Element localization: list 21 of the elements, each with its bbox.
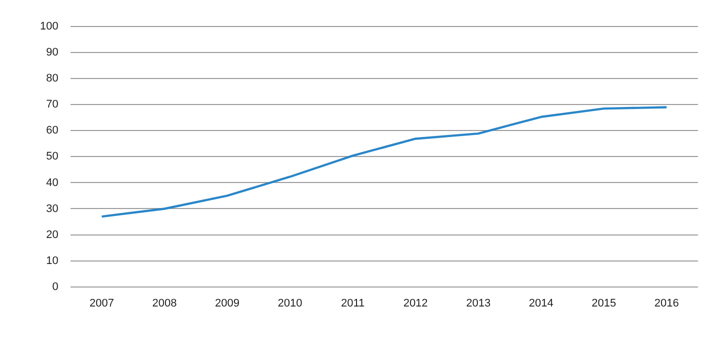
y-tick-label: 20 (46, 228, 58, 241)
x-tick-label: 2012 (403, 297, 428, 310)
x-tick-label: 2009 (215, 297, 240, 310)
y-tick-label: 30 (46, 202, 58, 215)
y-tick-label: 50 (46, 150, 58, 163)
x-tick-label: 2013 (466, 297, 491, 310)
x-tick-label: 2015 (592, 297, 616, 310)
x-tick-label: 2014 (528, 297, 554, 310)
y-tick-label: 40 (46, 176, 58, 189)
x-tick-label: 2008 (152, 297, 177, 310)
y-tick-label: 10 (46, 254, 58, 267)
x-tick-label: 2011 (340, 297, 365, 310)
x-tick-label: 2007 (89, 297, 114, 310)
y-tick-label: 0 (52, 280, 58, 293)
y-tick-label: 80 (46, 72, 58, 85)
x-tick-label: 2016 (654, 297, 679, 310)
y-tick-label: 70 (46, 98, 58, 111)
x-tick-label: 2010 (278, 297, 302, 310)
y-tick-label: 60 (46, 124, 58, 137)
y-tick-label: 90 (46, 46, 58, 59)
y-tick-label: 100 (40, 20, 58, 33)
